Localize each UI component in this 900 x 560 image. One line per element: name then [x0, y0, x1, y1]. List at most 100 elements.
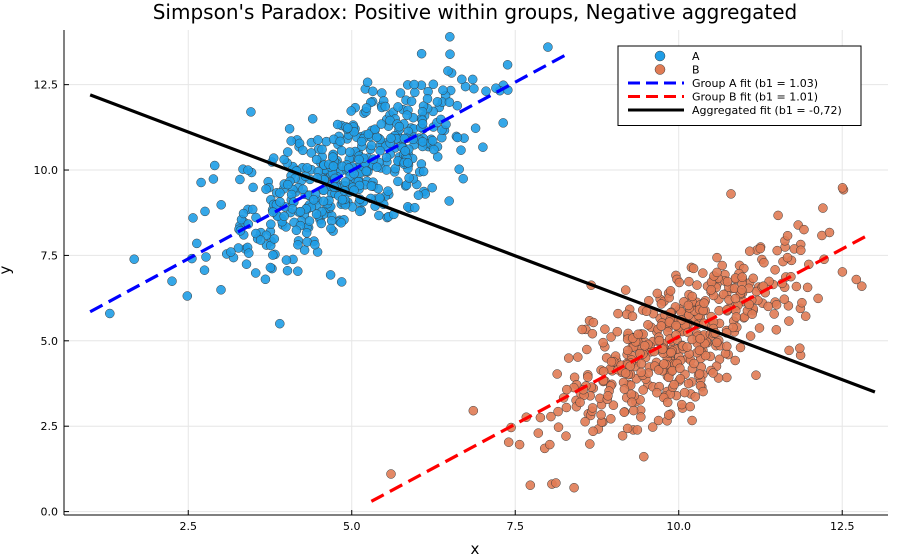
data-point-b: [782, 252, 793, 263]
data-point-b: [587, 403, 598, 413]
data-point-b: [545, 439, 555, 450]
data-point-a: [336, 277, 347, 287]
data-point-a: [444, 196, 454, 206]
data-point-a: [335, 136, 345, 147]
data-point-a: [543, 42, 553, 52]
data-point-a: [344, 147, 355, 157]
legend-entry: A: [692, 50, 700, 63]
data-point-a: [445, 32, 455, 42]
data-point-b: [745, 331, 756, 341]
data-point-a: [226, 247, 236, 257]
data-point-a: [428, 79, 439, 90]
data-point-b: [608, 400, 619, 410]
x-tick-label: 5.0: [343, 520, 361, 533]
data-point-a: [375, 145, 385, 156]
data-point-b: [613, 308, 623, 319]
data-point-b: [639, 451, 649, 462]
data-point-a: [429, 144, 439, 155]
data-point-b: [683, 378, 694, 389]
data-point-b: [633, 329, 643, 340]
data-point-b: [851, 274, 862, 285]
data-point-b: [600, 324, 610, 334]
data-point-b: [386, 469, 396, 479]
data-point-b: [575, 397, 585, 408]
data-point-b: [652, 288, 663, 299]
data-point-a: [200, 206, 210, 217]
data-point-a: [328, 161, 339, 172]
data-point-b: [656, 299, 667, 309]
data-point-a: [386, 133, 396, 143]
data-point-a: [307, 114, 318, 124]
fit-line-3: [89, 93, 876, 394]
data-point-a: [336, 145, 347, 156]
data-point-a: [363, 129, 374, 139]
data-point-b: [759, 257, 769, 268]
data-point-b: [799, 224, 809, 235]
data-point-b: [779, 294, 790, 304]
data-point-a: [395, 88, 406, 98]
data-point-a: [417, 137, 428, 147]
x-tick-label: 12.5: [830, 520, 855, 533]
data-point-a: [268, 250, 278, 260]
legend-entry: Group B fit (b1 = 1.01): [692, 91, 818, 104]
data-point-a: [298, 184, 308, 195]
x-tick-label: 2.5: [180, 520, 198, 533]
data-point-b: [722, 372, 732, 383]
data-point-a: [167, 276, 177, 286]
data-point-a: [498, 118, 508, 128]
data-point-b: [647, 422, 658, 432]
data-point-b: [583, 372, 593, 382]
data-point-a: [502, 60, 513, 70]
data-point-b: [639, 341, 650, 351]
data-point-b: [700, 350, 711, 361]
data-point-b: [580, 416, 590, 427]
data-point-b: [588, 426, 598, 437]
data-point-a: [346, 106, 356, 116]
data-point-a: [374, 210, 384, 221]
data-point-b: [717, 260, 727, 271]
x-tick-label: 10.0: [666, 520, 691, 533]
data-point-b: [617, 431, 628, 441]
data-point-b: [562, 384, 572, 395]
data-point-a: [275, 188, 285, 198]
data-point-b: [813, 293, 823, 304]
data-point-a: [318, 196, 329, 206]
data-point-a: [235, 174, 245, 185]
data-point-a: [243, 165, 253, 175]
data-point-a: [400, 146, 410, 156]
data-point-b: [722, 341, 732, 352]
data-point-b: [784, 316, 794, 326]
data-point-a: [196, 177, 206, 188]
data-point-b: [698, 268, 708, 278]
data-point-a: [402, 110, 412, 120]
data-point-a: [216, 285, 226, 295]
data-point-b: [800, 311, 811, 321]
data-point-b: [684, 276, 694, 287]
data-point-a: [328, 152, 338, 162]
data-point-a: [260, 274, 271, 285]
data-point-b: [606, 356, 617, 367]
data-point-a: [311, 209, 322, 219]
data-point-b: [659, 359, 669, 369]
data-point-b: [748, 273, 758, 284]
data-point-a: [192, 238, 202, 249]
data-point-b: [818, 203, 828, 213]
data-point-b: [771, 325, 782, 335]
data-point-a: [298, 145, 308, 156]
data-point-a: [478, 142, 488, 152]
data-point-a: [301, 228, 312, 238]
y-tick-label: 7.5: [41, 249, 59, 262]
data-point-b: [662, 397, 673, 408]
data-point-b: [525, 480, 536, 490]
data-point-a: [250, 268, 261, 278]
data-point-a: [317, 144, 327, 155]
legend-entry: Group A fit (b1 = 1.03): [692, 77, 818, 90]
data-point-b: [587, 328, 598, 339]
data-point-a: [417, 119, 428, 129]
data-point-a: [209, 160, 220, 171]
data-point-b: [683, 300, 694, 311]
data-point-b: [627, 397, 637, 408]
data-point-b: [857, 281, 867, 291]
data-point-a: [283, 179, 293, 190]
data-point-b: [692, 280, 702, 290]
